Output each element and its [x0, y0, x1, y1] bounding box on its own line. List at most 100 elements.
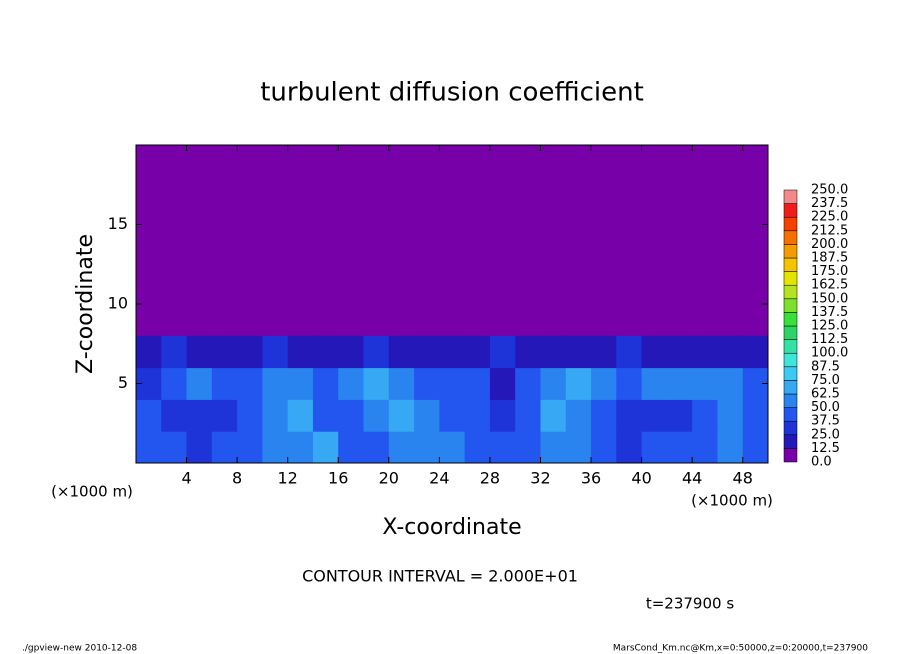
field-cell: [641, 399, 668, 432]
colorbar-label: 137.5: [811, 305, 848, 320]
field-cell: [363, 335, 390, 369]
colorbar-label: 37.5: [811, 414, 840, 429]
field-cell: [338, 335, 365, 369]
field-cell: [666, 335, 693, 369]
field-cell: [363, 431, 390, 464]
colorbar-segment: [783, 216, 798, 232]
field-cell: [692, 399, 718, 432]
field-cell: [540, 335, 567, 369]
colorbar-segment: [783, 298, 798, 313]
field-cell: [489, 335, 516, 369]
y-axis-label: Z-coordinate: [73, 234, 98, 374]
colorbar-label: 125.0: [811, 319, 848, 334]
field-cell: [717, 367, 744, 400]
colorbar-label: 12.5: [811, 441, 840, 456]
colorbar-segment: [783, 380, 798, 395]
field-cell: [237, 367, 263, 400]
colorbar-segment: [783, 393, 798, 408]
field-cell: [388, 367, 415, 400]
field-cell: [666, 399, 693, 432]
field-cell: [742, 335, 769, 369]
footer-right: MarsCond_Km.nc@Km,x=0:50000,z=0:20000,t=…: [613, 644, 868, 654]
field-cell: [616, 367, 643, 400]
field-cell: [515, 367, 541, 400]
field-cell: [641, 431, 668, 464]
field-cell: [616, 399, 643, 432]
colorbar-label: 0.0: [811, 455, 832, 470]
field-cell: [666, 367, 693, 400]
field-cell: [186, 335, 213, 369]
time-label: t=237900 s: [646, 595, 734, 613]
field-cell: [515, 399, 541, 432]
field-cell: [237, 335, 263, 369]
contour-interval: CONTOUR INTERVAL = 2.000E+01: [302, 567, 578, 586]
field-cell: [186, 431, 213, 464]
x-tick-label: 44: [682, 469, 702, 488]
field-cell: [439, 367, 466, 400]
y-unit: (×1000 m): [51, 483, 133, 501]
field-cell: [287, 335, 314, 369]
colorbar-label: 187.5: [811, 251, 848, 266]
field-cell: [439, 399, 466, 432]
field-cell: [161, 335, 188, 369]
field-cell: [641, 335, 668, 369]
chart-title: turbulent diffusion coefficient: [260, 78, 644, 108]
colorbar-segment: [783, 189, 798, 204]
y-tick-label: 15: [108, 214, 128, 233]
x-tick-label: 24: [429, 469, 449, 488]
colorbar-segment: [783, 420, 798, 436]
x-tick-label: 20: [379, 469, 399, 488]
field-cell: [237, 431, 263, 464]
field-cell: [186, 399, 213, 432]
field-cell: [363, 399, 390, 432]
field-cell: [363, 367, 390, 400]
colorbar-segment: [783, 352, 798, 368]
colorbar-segment: [783, 325, 798, 340]
field-cell: [489, 399, 516, 432]
field-cell: [717, 335, 744, 369]
field-cell: [287, 399, 314, 432]
field-cell: [136, 399, 162, 432]
field-cell: [287, 431, 314, 464]
field-cell: [388, 335, 415, 369]
x-tick-label: 36: [581, 469, 601, 488]
field-cell: [262, 335, 289, 369]
field-cell: [591, 335, 617, 369]
field-cell: [211, 367, 238, 400]
field-cell: [717, 399, 744, 432]
colorbar-label: 100.0: [811, 346, 848, 361]
field-cell: [414, 431, 440, 464]
colorbar-segment: [783, 271, 798, 286]
x-tick-label: 48: [733, 469, 753, 488]
field-cell: [439, 431, 466, 464]
colorbar-segment: [783, 448, 798, 463]
field-cell: [414, 335, 440, 369]
colorbar-label: 250.0: [811, 183, 848, 198]
colorbar-segment: [783, 434, 798, 449]
field-cell: [439, 335, 466, 369]
colorbar-label: 200.0: [811, 237, 848, 252]
colorbar-segment: [783, 339, 798, 354]
field-cell: [414, 399, 440, 432]
field-cell: [262, 367, 289, 400]
x-tick-label: 28: [480, 469, 500, 488]
field-cell: [388, 431, 415, 464]
x-tick-label: 4: [181, 469, 191, 488]
field-cell: [464, 335, 491, 369]
field-cell: [591, 367, 617, 400]
colorbar-segment: [783, 203, 798, 218]
field-cell: [565, 335, 592, 369]
field-cell: [312, 431, 339, 464]
field-cell: [666, 431, 693, 464]
field-cell: [692, 431, 718, 464]
field-cell: [565, 367, 592, 400]
field-cell: [464, 399, 491, 432]
field-cell: [312, 367, 339, 400]
colorbar-segment: [783, 312, 798, 327]
field-cell: [591, 431, 617, 464]
colorbar-label: 112.5: [811, 332, 848, 347]
x-unit: (×1000 m): [691, 492, 773, 510]
colorbar-segment: [783, 244, 798, 259]
field-cell: [515, 335, 541, 369]
